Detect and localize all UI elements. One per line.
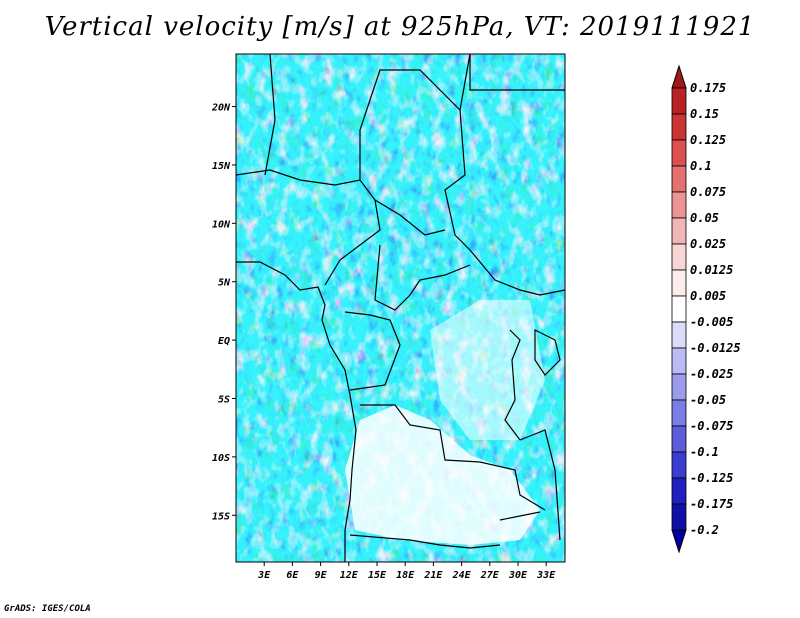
colorbar-swatch (671, 503, 687, 531)
lat-tick-label: 10N (212, 219, 231, 230)
colorbar-swatch (671, 321, 687, 349)
colorbar-label: 0.175 (690, 81, 726, 95)
lat-tick-label: 10S (212, 453, 230, 464)
lon-tick-label: 3E (257, 570, 271, 581)
colorbar-swatch (671, 243, 687, 271)
colorbar-swatch (671, 295, 687, 323)
lon-tick-label: 33E (536, 570, 556, 581)
lon-tick-label: 15E (368, 570, 387, 581)
colorbar: 0.175 0.15 0.125 0.1 0.075 0.05 0.025 0.0125 0.0… (671, 64, 741, 554)
plot-frame (235, 53, 566, 563)
colorbar-label: -0.05 (690, 393, 726, 407)
colorbar-swatch (671, 425, 687, 453)
lon-tick-label: 18E (396, 570, 415, 581)
colorbar-swatch (671, 87, 687, 115)
lon-tick-label: 21E (423, 570, 443, 581)
lon-tick-label: 12E (340, 570, 359, 581)
colorbar-swatch (671, 373, 687, 401)
colorbar-swatch (671, 269, 687, 297)
colorbar-label: -0.025 (690, 367, 733, 381)
lon-tick-label: 9E (315, 570, 328, 581)
lon-tick-label: 6E (286, 570, 299, 581)
colorbar-label: 0.125 (690, 133, 726, 147)
colorbar-label: 0.05 (690, 211, 719, 225)
lat-tick-label: 5S (218, 395, 230, 406)
country-borders (235, 53, 566, 562)
colorbar-swatch (671, 399, 687, 427)
longitude-axis: 3E 6E 9E 12E 15E 18E 21E 24E 27E 30E 33E (257, 562, 556, 581)
colorbar-label: -0.125 (690, 471, 733, 485)
grads-credit: GrADS: IGES/COLA (4, 604, 91, 614)
colorbar-label: -0.2 (690, 523, 719, 537)
lat-tick-label: EQ (218, 336, 230, 347)
colorbar-label: 0.025 (690, 237, 726, 251)
colorbar-label: -0.0125 (690, 341, 741, 355)
lat-tick-label: 5N (218, 278, 231, 289)
colorbar-swatch (671, 113, 687, 141)
colorbar-swatch (671, 191, 687, 219)
lat-tick-label: 15N (212, 161, 231, 172)
colorbar-swatch (671, 165, 687, 193)
latitude-axis: 20N 15N 10N 5N EQ 5S 10S 15S (211, 103, 236, 522)
colorbar-label: -0.005 (690, 315, 733, 329)
colorbar-label: 0.0125 (690, 263, 733, 277)
lon-tick-label: 27E (480, 570, 500, 581)
colorbar-label: 0.075 (690, 185, 726, 199)
colorbar-swatch (671, 451, 687, 479)
colorbar-swatch (671, 217, 687, 245)
lat-tick-label: 20N (211, 103, 231, 114)
colorbar-label: 0.1 (690, 159, 712, 173)
map-title: Vertical velocity [m/s] at 925hPa, VT: 2… (44, 12, 756, 42)
colorbar-label: -0.075 (690, 419, 733, 433)
lon-tick-label: 24E (452, 570, 472, 581)
colorbar-label: -0.175 (690, 497, 733, 511)
colorbar-label: -0.1 (690, 445, 719, 459)
colorbar-swatch (671, 64, 687, 89)
lat-tick-label: 15S (212, 511, 230, 522)
colorbar-swatch (671, 477, 687, 505)
velocity-field (236, 54, 565, 562)
lon-tick-label: 30E (508, 570, 528, 581)
colorbar-label: 0.005 (690, 289, 726, 303)
colorbar-swatch (671, 139, 687, 167)
colorbar-swatch (671, 529, 687, 554)
colorbar-swatch (671, 347, 687, 375)
colorbar-label: 0.15 (690, 107, 719, 121)
